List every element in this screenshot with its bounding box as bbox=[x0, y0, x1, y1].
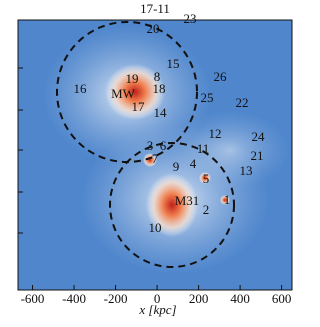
object-label: 1 bbox=[224, 192, 231, 207]
object-label: 3 bbox=[147, 138, 154, 153]
x-tick-label: 600 bbox=[272, 291, 292, 306]
x-tick-label: 400 bbox=[230, 291, 250, 306]
object-label: 13 bbox=[240, 163, 253, 178]
object-label: 26 bbox=[214, 69, 228, 84]
object-label: M31 bbox=[175, 193, 200, 208]
x-tick-label: 200 bbox=[189, 291, 209, 306]
object-label: 20 bbox=[147, 21, 160, 36]
figure: x [kpc] -600 -400 -200 0 200 400 60017-1123201… bbox=[17, 1, 293, 317]
object-label: 22 bbox=[236, 95, 249, 110]
object-label: 25 bbox=[201, 90, 214, 105]
object-label: 15 bbox=[167, 56, 180, 71]
x-tick-label: -200 bbox=[104, 291, 128, 306]
x-tick-label: -400 bbox=[62, 291, 86, 306]
object-label: 8 bbox=[154, 69, 161, 84]
object-label: 12 bbox=[209, 126, 222, 141]
object-label: 4 bbox=[190, 156, 197, 171]
object-label: MW bbox=[111, 86, 136, 101]
object-label: 16 bbox=[74, 81, 88, 96]
x-label: x [kpc] bbox=[138, 302, 176, 317]
object-label: 6 bbox=[160, 138, 167, 153]
x-tick-label: -600 bbox=[21, 291, 45, 306]
plot-frame bbox=[17, 19, 293, 291]
x-tick-label: 0 bbox=[154, 291, 161, 306]
object-label: 14 bbox=[154, 105, 168, 120]
object-label: 5 bbox=[203, 171, 210, 186]
object-label: 24 bbox=[252, 129, 266, 144]
object-label: 11 bbox=[197, 141, 210, 156]
m31-circle bbox=[109, 142, 235, 268]
object-label: 9 bbox=[173, 159, 180, 174]
object-label: 17-11 bbox=[140, 1, 170, 16]
object-label: 19 bbox=[126, 71, 139, 86]
object-label: 21 bbox=[251, 148, 264, 163]
object-label: 17 bbox=[132, 99, 146, 114]
object-label: 7 bbox=[152, 151, 159, 166]
y-ticks bbox=[18, 67, 23, 234]
object-label: 23 bbox=[184, 11, 197, 26]
object-label: 18 bbox=[153, 81, 166, 96]
object-label: 10 bbox=[149, 220, 162, 235]
object-label: 2 bbox=[203, 202, 210, 217]
